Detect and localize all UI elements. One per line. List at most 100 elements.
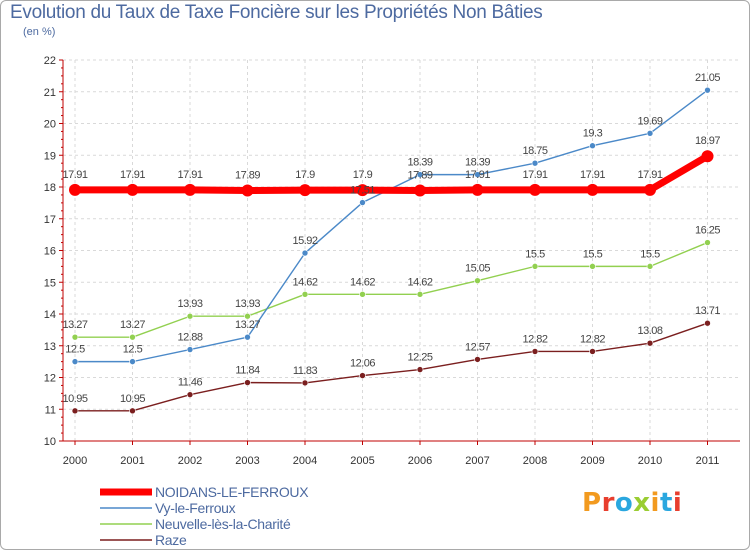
data-label: 13.27 bbox=[62, 319, 87, 331]
data-point[interactable] bbox=[704, 239, 711, 246]
legend-label: Raze bbox=[155, 532, 187, 548]
legend-label: Vy-le-Ferroux bbox=[155, 500, 236, 516]
data-point[interactable] bbox=[359, 372, 366, 379]
data-point[interactable] bbox=[589, 142, 596, 150]
data-label: 14.62 bbox=[292, 276, 317, 288]
data-point[interactable] bbox=[186, 346, 194, 353]
data-point[interactable] bbox=[244, 333, 251, 341]
data-point[interactable] bbox=[531, 348, 539, 355]
data-point[interactable] bbox=[126, 183, 139, 196]
data-point[interactable] bbox=[646, 339, 654, 347]
data-label: 17.91 bbox=[637, 169, 662, 181]
data-label: 17.91 bbox=[177, 169, 202, 181]
data-point[interactable] bbox=[531, 159, 539, 167]
x-tick-label: 2007 bbox=[465, 455, 489, 467]
logo-letter: x bbox=[633, 488, 651, 518]
data-point[interactable] bbox=[69, 183, 81, 196]
data-label: 17.9 bbox=[353, 169, 373, 181]
x-tick-label: 2008 bbox=[523, 455, 547, 467]
logo-letter: i bbox=[672, 488, 683, 518]
data-label: 13.71 bbox=[695, 305, 720, 317]
data-point[interactable] bbox=[416, 366, 424, 373]
data-label: 12.5 bbox=[123, 344, 143, 356]
x-tick-label: 2006 bbox=[408, 455, 432, 467]
logo-letter: o bbox=[614, 488, 634, 518]
y-tick-label: 12 bbox=[44, 373, 56, 385]
data-label: 19.3 bbox=[583, 128, 603, 140]
data-label: 18.75 bbox=[522, 145, 547, 157]
data-label: 12.82 bbox=[522, 333, 547, 345]
y-tick-label: 14 bbox=[44, 309, 56, 321]
data-label: 12.57 bbox=[465, 341, 490, 353]
data-point[interactable] bbox=[704, 86, 711, 94]
data-point[interactable] bbox=[244, 379, 251, 386]
data-point[interactable] bbox=[299, 184, 311, 197]
data-label: 12.25 bbox=[407, 352, 432, 364]
data-labels: 17.91 17.91 17.91 17.89 17.9 17.9 17.89 17.91 17… bbox=[62, 72, 720, 405]
data-point[interactable] bbox=[416, 291, 424, 298]
x-tick-label: 2000 bbox=[63, 455, 87, 467]
x-tick-label: 2010 bbox=[638, 455, 662, 467]
data-point[interactable] bbox=[129, 333, 136, 341]
y-tick-label: 17 bbox=[44, 214, 56, 226]
data-point[interactable] bbox=[531, 263, 539, 270]
data-label: 13.27 bbox=[235, 319, 260, 331]
data-point[interactable] bbox=[701, 150, 714, 163]
data-point[interactable] bbox=[589, 263, 596, 270]
series-line bbox=[74, 241, 709, 338]
axes: 10 11 12 13 14 15 16 17 18 19 20 21 22 2000 2001 2002 20… bbox=[44, 55, 740, 467]
data-point[interactable] bbox=[474, 356, 481, 363]
data-point[interactable] bbox=[301, 249, 309, 257]
data-point[interactable] bbox=[414, 184, 426, 197]
data-point[interactable] bbox=[301, 291, 309, 298]
data-label: 17.91 bbox=[580, 169, 605, 181]
data-point[interactable] bbox=[71, 407, 79, 415]
y-tick-label: 18 bbox=[44, 182, 56, 194]
data-point[interactable] bbox=[471, 183, 484, 196]
data-point[interactable] bbox=[186, 391, 194, 398]
data-point[interactable] bbox=[356, 184, 369, 197]
data-point[interactable] bbox=[359, 291, 366, 298]
data-point[interactable] bbox=[184, 183, 196, 196]
data-label: 13.27 bbox=[120, 319, 145, 331]
data-point[interactable] bbox=[129, 358, 136, 365]
x-tick-label: 2009 bbox=[580, 455, 604, 467]
data-point[interactable] bbox=[186, 312, 194, 320]
data-point[interactable] bbox=[704, 319, 711, 327]
data-label: 12.5 bbox=[65, 344, 85, 356]
data-point[interactable] bbox=[301, 379, 309, 387]
data-point[interactable] bbox=[474, 277, 481, 284]
logo-letter: P bbox=[582, 488, 602, 518]
data-label: 17.51 bbox=[350, 185, 375, 197]
data-point[interactable] bbox=[359, 199, 366, 206]
data-point[interactable] bbox=[129, 407, 136, 415]
data-label: 11.46 bbox=[178, 377, 203, 389]
data-point[interactable] bbox=[244, 312, 251, 320]
data-label: 10.95 bbox=[120, 393, 145, 405]
data-point[interactable] bbox=[586, 183, 599, 196]
data-point[interactable] bbox=[646, 263, 654, 270]
data-label: 16.25 bbox=[695, 225, 720, 237]
data-label: 18.39 bbox=[407, 157, 432, 169]
data-point[interactable] bbox=[416, 171, 424, 178]
data-label: 13.93 bbox=[235, 298, 260, 310]
data-label: 21.05 bbox=[695, 72, 720, 84]
y-tick-label: 16 bbox=[44, 246, 56, 258]
data-label: 11.84 bbox=[235, 365, 260, 377]
data-point[interactable] bbox=[71, 358, 79, 365]
data-point[interactable] bbox=[644, 183, 656, 196]
y-tick-label: 13 bbox=[44, 341, 56, 353]
data-point[interactable] bbox=[646, 130, 654, 137]
data-point[interactable] bbox=[529, 183, 541, 196]
legend: NOIDANS-LE-FERROUXVy-le-FerrouxNeuvelle-… bbox=[100, 484, 310, 548]
data-point[interactable] bbox=[589, 348, 596, 355]
y-tick-label: 19 bbox=[44, 150, 56, 162]
data-point[interactable] bbox=[71, 333, 79, 341]
data-point[interactable] bbox=[241, 184, 254, 197]
data-label: 12.88 bbox=[177, 332, 202, 344]
y-tick-label: 11 bbox=[45, 404, 56, 416]
data-point[interactable] bbox=[474, 171, 481, 178]
proxiti-logo: Proxiti bbox=[582, 488, 682, 518]
data-label: 10.95 bbox=[62, 393, 87, 405]
data-label: 15.05 bbox=[465, 263, 490, 275]
